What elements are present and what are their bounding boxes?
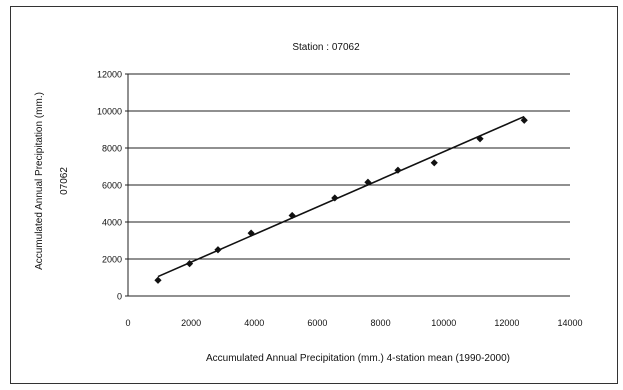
axes: [125, 73, 129, 297]
data-point-1: [154, 276, 162, 284]
grid-lines: [128, 73, 570, 297]
data-point-11: [520, 116, 528, 124]
data-point-5: [288, 211, 296, 220]
y-tick-label-12000: 12000: [97, 70, 122, 80]
y-axis-label-line2: 07062: [59, 167, 70, 195]
trendline-group: [157, 115, 525, 278]
x-axis-label: Accumulated Annual Precipitation (mm.) 4…: [206, 353, 510, 364]
chart-title: Station : 07062: [292, 42, 360, 53]
x-tick-label-8000: 8000: [371, 318, 391, 328]
y-tick-labels: 0 2000 4000 6000 8000 10000 12000: [97, 70, 122, 302]
x-tick-label-10000: 10000: [431, 318, 456, 328]
x-tick-labels: 0 2000 4000 6000 8000 10000 12000 14000: [125, 318, 582, 328]
data-point-2: [185, 260, 194, 268]
x-tick-label-2000: 2000: [181, 318, 201, 328]
trendline: [157, 115, 525, 278]
chart-frame: [10, 6, 618, 384]
y-tick-label-0: 0: [117, 292, 122, 302]
x-tick-label-4000: 4000: [244, 318, 264, 328]
data-point-6: [331, 194, 339, 202]
y-tick-label-8000: 8000: [102, 144, 122, 154]
y-tick-label-6000: 6000: [102, 181, 122, 191]
y-tick-label-2000: 2000: [102, 255, 122, 265]
data-point-10: [476, 135, 484, 143]
data-point-3: [214, 246, 222, 254]
x-tick-label-12000: 12000: [494, 318, 519, 328]
y-tick-label-4000: 4000: [102, 218, 122, 228]
data-point-9: [430, 159, 438, 167]
x-tick-label-0: 0: [125, 318, 130, 328]
x-tick-label-14000: 14000: [557, 318, 582, 328]
y-axis-label-line1: Accumulated Annual Precipitation (mm.): [34, 92, 45, 270]
data-point-8: [394, 166, 402, 174]
x-tick-label-6000: 6000: [307, 318, 327, 328]
data-point-7: [364, 178, 372, 186]
data-points: [154, 116, 528, 284]
data-point-4: [247, 229, 255, 237]
y-tick-label-10000: 10000: [97, 107, 122, 117]
